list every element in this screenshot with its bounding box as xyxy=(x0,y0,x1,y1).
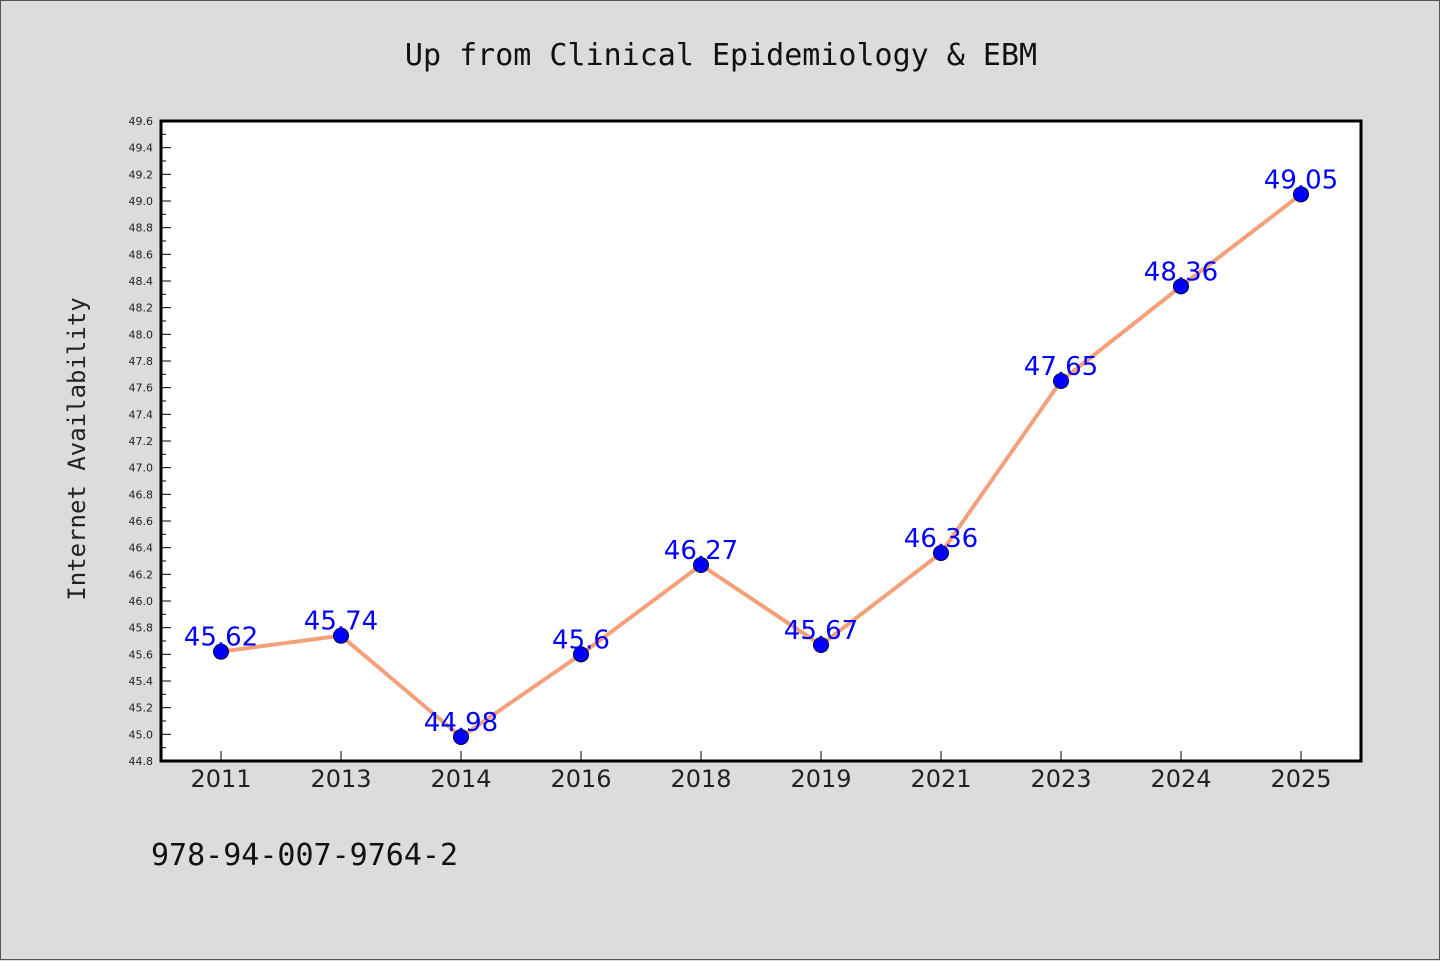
y-tick-label: 45.0 xyxy=(129,728,154,741)
chart-title: Up from Clinical Epidemiology & EBM xyxy=(405,38,1037,73)
data-label: 49.05 xyxy=(1264,165,1338,195)
x-tick-label: 2019 xyxy=(790,765,851,793)
data-point xyxy=(933,545,949,561)
y-tick-label: 46.4 xyxy=(129,542,154,555)
data-labels: 45.62 45.74 44.98 45.6 46.27 45.67 46.36 47.65 4… xyxy=(184,165,1338,738)
data-point xyxy=(1293,186,1309,203)
data-label: 45.6 xyxy=(552,625,610,655)
x-tick-label: 2021 xyxy=(910,765,971,793)
y-tick-label: 45.8 xyxy=(129,622,154,635)
plot-border xyxy=(159,119,1363,763)
y-tick-label: 44.8 xyxy=(129,755,154,768)
x-axis: 2011 2013 2014 2016 2018 2019 2021 2023 2024 2025 xyxy=(190,751,1332,793)
y-tick-label: 49.4 xyxy=(129,142,154,155)
y-tick-label: 49.0 xyxy=(129,195,154,208)
y-tick-label: 46.2 xyxy=(129,568,154,581)
y-tick-label: 45.2 xyxy=(129,702,154,715)
data-point xyxy=(693,557,709,573)
x-tick-label: 2013 xyxy=(310,765,371,793)
plot-area xyxy=(161,121,1361,761)
x-tick-label: 2016 xyxy=(550,765,611,793)
y-tick-label: 46.6 xyxy=(129,515,154,528)
x-tick-label: 2023 xyxy=(1030,765,1091,793)
y-tick-label: 49.6 xyxy=(129,115,154,128)
data-label: 47.65 xyxy=(1024,352,1098,382)
data-label: 45.62 xyxy=(184,623,258,653)
data-label: 46.36 xyxy=(904,524,978,554)
x-tick-label: 2018 xyxy=(670,765,731,793)
data-point xyxy=(1053,373,1069,389)
y-tick-label: 47.6 xyxy=(129,382,154,395)
y-tick-label: 49.2 xyxy=(129,168,154,181)
y-tick-label: 47.8 xyxy=(129,355,154,368)
y-tick-label: 46.0 xyxy=(129,595,154,608)
y-tick-label: 48.8 xyxy=(129,222,154,235)
y-tick-label: 46.8 xyxy=(129,488,154,501)
series-layer xyxy=(213,186,1309,745)
data-point xyxy=(1173,278,1189,295)
y-axis: 44.8 45.0 45.2 45.4 45.6 45.8 46.0 46.2 46.4 46.6… xyxy=(129,115,171,768)
y-tick-label: 45.6 xyxy=(129,648,154,661)
data-label: 48.36 xyxy=(1144,257,1218,287)
data-label: 45.67 xyxy=(784,616,858,646)
y-tick-label: 48.4 xyxy=(129,275,154,288)
y-tick-label: 47.4 xyxy=(129,408,154,421)
y-tick-label: 45.4 xyxy=(129,675,154,688)
y-tick-label: 48.6 xyxy=(129,248,154,261)
data-point xyxy=(213,643,229,660)
x-tick-label: 2024 xyxy=(1150,765,1211,793)
data-point xyxy=(813,637,829,653)
series-line xyxy=(219,192,1303,739)
isbn-footer: 978-94-007-9764-2 xyxy=(151,838,458,873)
data-label: 45.74 xyxy=(304,607,378,637)
y-axis-label: Internet Availability xyxy=(63,297,91,600)
y-tick-label: 47.0 xyxy=(129,462,154,475)
x-tick-label: 2014 xyxy=(430,765,491,793)
x-tick-label: 2025 xyxy=(1270,765,1331,793)
data-label: 44.98 xyxy=(424,708,498,738)
data-point xyxy=(333,627,349,644)
data-point xyxy=(453,729,469,745)
y-tick-label: 48.2 xyxy=(129,302,154,315)
y-tick-label: 47.2 xyxy=(129,435,154,448)
data-point xyxy=(573,646,589,663)
y-tick-label: 48.0 xyxy=(129,328,154,341)
x-tick-label: 2011 xyxy=(190,765,251,793)
data-label: 46.27 xyxy=(664,536,738,566)
